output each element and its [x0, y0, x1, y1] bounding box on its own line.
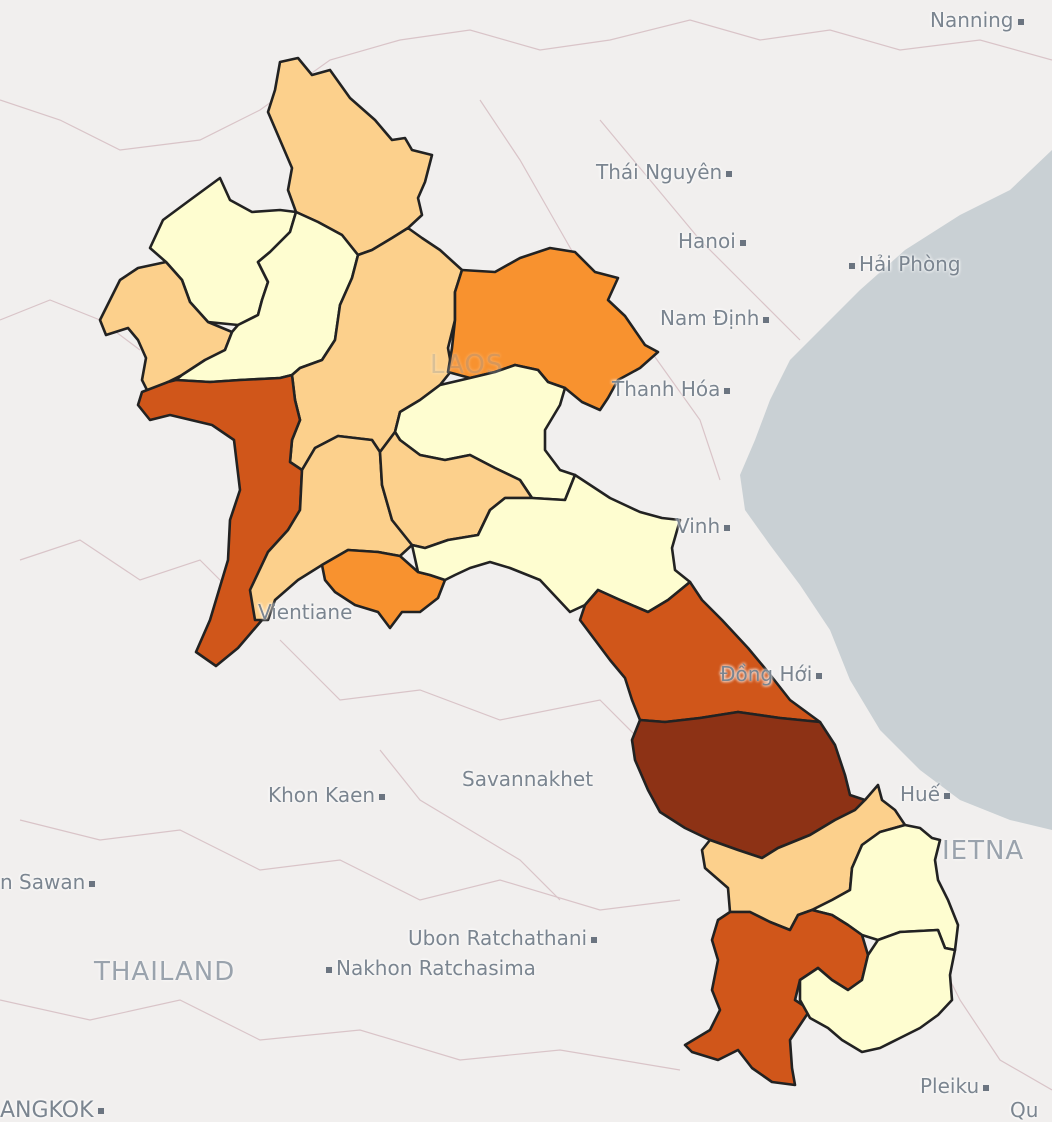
- city-dot: [379, 793, 386, 800]
- city-dot: [726, 170, 733, 177]
- province-vientiane-capital[interactable]: [320, 548, 447, 630]
- city-label-hanoi: Hanoi: [678, 229, 750, 253]
- province-phongsaly[interactable]: [266, 56, 434, 257]
- country-label-laos: LAOS: [430, 350, 504, 380]
- city-label-hai-phong: Hải Phòng: [845, 252, 961, 276]
- city-dot: [89, 880, 96, 887]
- city-label-nam-dinh: Nam Định: [660, 306, 773, 330]
- country-label-thailand: THAILAND: [94, 957, 236, 987]
- city-label-nanning: Nanning: [930, 8, 1028, 32]
- city-dot: [1017, 18, 1024, 25]
- city-label-thanh-hoa: Thanh Hóa: [612, 377, 734, 401]
- city-label-savannakhet: Savannakhet: [462, 767, 594, 791]
- city-label-quy-nhon: Qu: [1010, 1098, 1039, 1122]
- city-dot: [724, 524, 731, 531]
- sea-area: [740, 150, 1052, 830]
- city-label-thai-nguyen: Thái Nguyên: [596, 160, 736, 184]
- city-label-nakhon-ratchasima: Nakhon Ratchasima: [322, 956, 536, 980]
- city-dot: [724, 387, 731, 394]
- city-label-pleiku: Pleiku: [920, 1074, 993, 1098]
- city-label-ubon-ratchathani: Ubon Ratchathani: [408, 926, 601, 950]
- city-label-bangkok: ANGKOK: [0, 1098, 108, 1122]
- admin-boundaries: [0, 19, 1052, 1091]
- city-label-vinh: Vinh: [676, 514, 734, 538]
- city-dot: [97, 1108, 104, 1114]
- city-label-hue: Huế: [900, 782, 954, 806]
- city-label-khon-kaen: Khon Kaen: [268, 783, 389, 807]
- city-dot: [816, 672, 823, 679]
- city-dot: [944, 792, 951, 799]
- city-dot: [326, 966, 332, 973]
- city-label-nakhon-sawan: n Sawan: [0, 870, 99, 894]
- city-dot: [739, 239, 746, 246]
- city-dot: [763, 316, 770, 323]
- country-label-vietnam: IETNA: [942, 836, 1025, 866]
- city-label-dong-hoi: Đồng Hới: [720, 662, 826, 686]
- city-dot: [983, 1084, 990, 1091]
- city-label-vientiane: Vientiane: [258, 600, 353, 624]
- city-dot: [591, 936, 598, 943]
- province-champasak[interactable]: [683, 908, 870, 1087]
- laos-provinces: [98, 56, 960, 1087]
- province-attapeu[interactable]: [798, 928, 957, 1054]
- city-dot: [849, 262, 855, 269]
- province-khammouane[interactable]: [578, 580, 822, 724]
